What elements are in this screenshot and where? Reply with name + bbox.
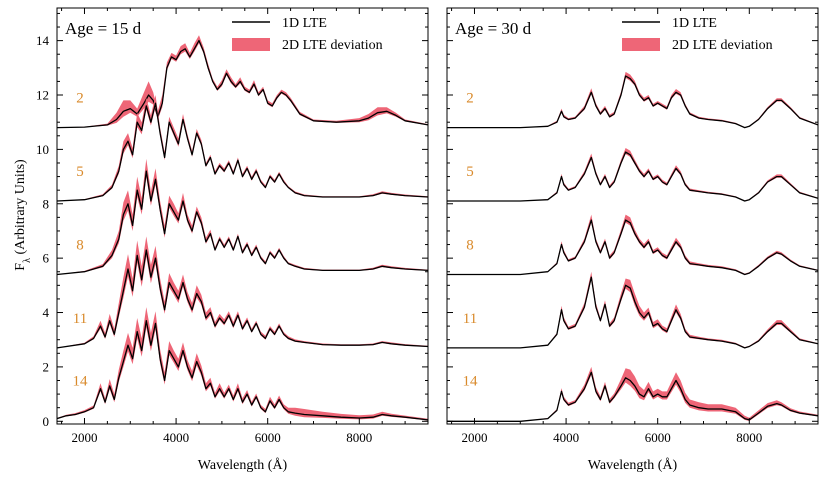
spectrum-line-8: [447, 219, 818, 276]
y-tick-label: 4: [43, 305, 50, 320]
offset-label: 2: [76, 91, 84, 107]
deviation-band-5: [57, 95, 428, 201]
y-axis-label: Fλ (Arbitrary Units): [13, 159, 33, 271]
spectrum-line-11: [447, 276, 818, 349]
y-axis-label-sub: λ: [22, 258, 33, 263]
offset-label: 8: [466, 238, 474, 254]
legend-label-2d: 2D LTE deviation: [672, 38, 773, 53]
legend-band-swatch: [232, 38, 270, 51]
age-label: Age = 30 d: [455, 19, 532, 38]
spectrum-line-14: [57, 320, 428, 421]
legend-label-1d: 1D LTE: [672, 16, 717, 31]
spectrum-line-8: [57, 170, 428, 276]
legend-band-swatch: [622, 38, 660, 51]
deviation-band-11: [447, 271, 818, 349]
spectrum-line-2: [57, 39, 428, 129]
spectrum-line-14: [447, 371, 818, 422]
offset-label: 2: [466, 91, 474, 107]
x-tick-label: 8000: [736, 430, 762, 445]
x-tick-label: 6000: [255, 430, 281, 445]
x-tick-label: 2000: [461, 430, 487, 445]
deviation-band-8: [447, 214, 818, 275]
offset-label: 8: [76, 238, 84, 254]
y-tick-label: 12: [36, 88, 49, 103]
y-tick-label: 2: [43, 359, 50, 374]
x-axis-label: Wavelength (Å): [198, 457, 288, 473]
legend-label-1d: 1D LTE: [282, 16, 327, 31]
axes-frame: [446, 7, 819, 425]
deviation-band-5: [447, 148, 818, 202]
deviation-band-11: [57, 236, 428, 348]
plot-area: [447, 71, 818, 422]
spectrum-line-2: [447, 75, 818, 129]
y-axis-label-f: F: [13, 263, 28, 271]
x-axis-label: Wavelength (Å): [588, 457, 678, 473]
y-axis-label-rest: (Arbitrary Units): [13, 159, 28, 258]
panel-age-15d: 2000 4000 6000 8000 0 2 4 6 8 10 12 14 Wavelength (Å…: [36, 7, 429, 473]
spectrum-line-11: [57, 249, 428, 349]
y-tick-label: 10: [36, 142, 49, 157]
legend-label-2d: 2D LTE deviation: [282, 38, 383, 53]
y-tick-label: 8: [43, 196, 50, 211]
axes-frame: [56, 7, 429, 425]
y-tick-label: 6: [43, 251, 50, 266]
age-label: Age = 15 d: [65, 19, 142, 38]
y-tick-label: 0: [43, 414, 50, 429]
offset-label: 5: [76, 164, 84, 180]
panel-age-30d: 2000 4000 6000 8000 Wavelength (Å) Age = 30 d…: [446, 7, 819, 473]
offset-label: 11: [73, 311, 87, 327]
y-tick-label: 14: [36, 33, 50, 48]
offset-label: 11: [463, 311, 477, 327]
deviation-band-8: [57, 158, 428, 275]
offset-label: 14: [73, 373, 89, 389]
spectrum-line-5: [57, 102, 428, 202]
deviation-band-2: [447, 71, 818, 128]
spectrum-line-5: [447, 151, 818, 202]
offset-label: 14: [463, 373, 479, 389]
x-tick-label: 4000: [553, 430, 579, 445]
offset-label: 5: [466, 164, 474, 180]
x-tick-label: 8000: [346, 430, 372, 445]
x-tick-label: 2000: [71, 430, 97, 445]
deviation-band-14: [57, 307, 428, 421]
x-tick-label: 4000: [163, 430, 189, 445]
x-tick-label: 6000: [645, 430, 671, 445]
deviation-band-14: [447, 366, 818, 422]
plot-area: [57, 35, 428, 421]
